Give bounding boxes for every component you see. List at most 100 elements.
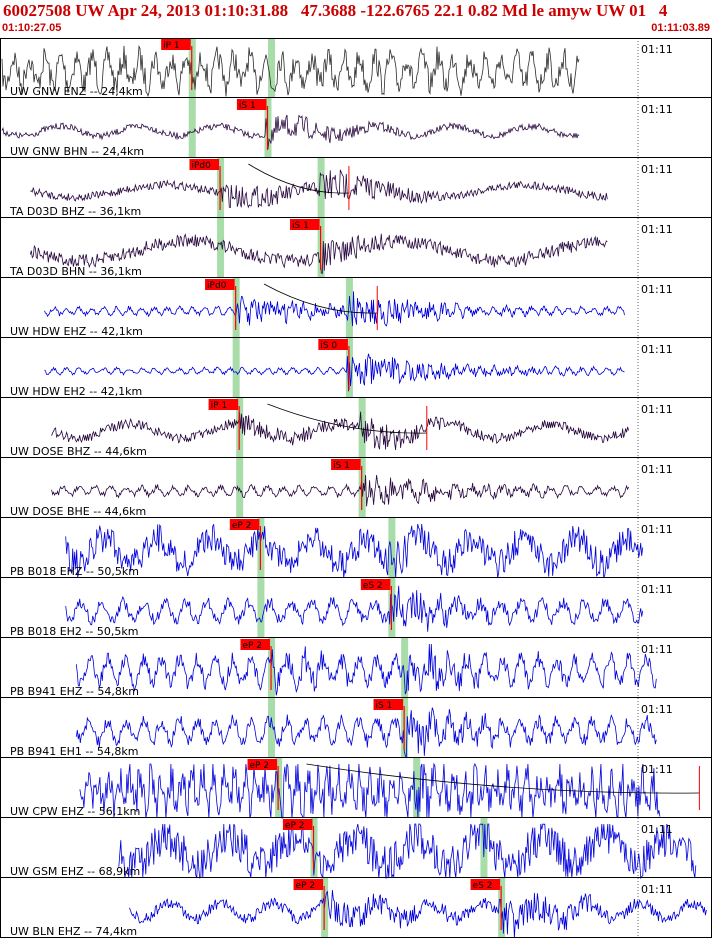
waveform-trace xyxy=(51,411,629,451)
trace-row[interactable]: iS 1 UW DOSE BHE -- 44,6km 01:11 xyxy=(0,458,712,518)
waveform-trace xyxy=(1,114,580,150)
waveform-trace xyxy=(118,823,697,880)
tick-label: 01:11 xyxy=(641,823,673,836)
pick-label: iS 1 xyxy=(333,461,350,471)
pick-label: eS 2 xyxy=(473,881,493,891)
coda-curve xyxy=(267,403,427,434)
trace-row[interactable]: iPd0 UW HDW EHZ -- 42,1km 01:11 xyxy=(0,278,712,338)
station-label: UW DOSE BHE -- 44,6km xyxy=(10,505,146,518)
trace-row[interactable]: eP 2 UW GSM EHZ -- 68,9km 01:11 xyxy=(0,818,712,880)
window-start-time: 01:10:27.05 xyxy=(2,22,62,34)
station-label: PB B018 EHZ -- 50,5km xyxy=(10,565,139,578)
pick-label: iS 1 xyxy=(376,701,393,711)
station-label: UW BLN EHZ -- 74,4km xyxy=(10,925,137,938)
pick-label-box xyxy=(331,459,361,470)
waveform-trace xyxy=(29,233,608,274)
trace-row[interactable]: eP 2 eS 2 UW BLN EHZ -- 74,4km 01:11 xyxy=(0,878,712,938)
waveform-trace xyxy=(79,762,661,819)
trace-row[interactable]: eP 2 PB B941 EHZ -- 54,8km 01:11 xyxy=(0,638,712,698)
pick-label: eS 2 xyxy=(363,581,383,591)
waveform-trace xyxy=(51,474,629,507)
coda-curve xyxy=(248,163,349,194)
waveform-trace xyxy=(44,291,625,327)
tick-label: 01:11 xyxy=(641,463,673,476)
pick-window xyxy=(413,758,421,818)
station-label: UW GNW ENZ -- 24,4km xyxy=(10,85,143,98)
station-label: PB B941 EH1 -- 54,8km xyxy=(10,745,138,758)
station-label: UW GSM EHZ -- 68,9km xyxy=(10,865,140,878)
coda-curve xyxy=(306,763,700,794)
waveform-trace xyxy=(65,585,644,632)
pick-window xyxy=(217,218,225,278)
pick-label-box xyxy=(247,759,278,770)
station-label: TA D03D BHN -- 36,1km xyxy=(9,265,142,278)
pick-window xyxy=(358,398,366,458)
pick-label: iS 1 xyxy=(292,221,309,231)
tick-label: 01:11 xyxy=(641,763,673,776)
pick-label: iP 1 xyxy=(211,401,228,411)
pick-window xyxy=(345,278,353,338)
station-label: UW CPW EHZ -- 56,1km xyxy=(10,805,140,818)
tick-label: 01:11 xyxy=(641,583,673,596)
pick-label-box xyxy=(470,879,501,890)
tick-label: 01:11 xyxy=(641,163,673,176)
trace-row[interactable]: iP 1 UW GNW ENZ -- 24,4km 01:11 xyxy=(0,38,712,98)
pick-window xyxy=(257,578,265,638)
tick-label: 01:11 xyxy=(641,403,673,416)
pick-label: iS 0 xyxy=(320,341,337,351)
waveform-trace xyxy=(44,353,625,392)
trace-row[interactable]: eP 2 UW CPW EHZ -- 56,1km 01:11 xyxy=(0,758,712,819)
coda-curve xyxy=(263,283,378,314)
tick-label: 01:11 xyxy=(641,643,673,656)
trace-row[interactable]: iS 1 UW GNW BHN -- 24,4km 01:11 xyxy=(0,98,712,158)
waveform-trace xyxy=(1,44,580,98)
tick-label: 01:11 xyxy=(641,883,673,896)
pick-label-box xyxy=(282,819,313,830)
tick-label: 01:11 xyxy=(641,283,673,296)
pick-label-box xyxy=(373,699,404,710)
tick-label: 01:11 xyxy=(641,523,673,536)
seismogram-panel[interactable]: iP 1 UW GNW ENZ -- 24,4km 01:11 iS 1 UW GNW … xyxy=(0,38,712,938)
tick-label: 01:11 xyxy=(641,343,673,356)
pick-window xyxy=(268,698,276,758)
tick-label: 01:11 xyxy=(641,43,673,56)
pick-label: eP 2 xyxy=(242,641,262,651)
pick-label: iP 1 xyxy=(163,41,180,51)
trace-row[interactable]: iS 1 PB B941 EH1 -- 54,8km 01:11 xyxy=(0,698,712,759)
waveform-trace xyxy=(30,169,608,209)
pick-label-box xyxy=(161,39,191,50)
pick-label-box xyxy=(318,339,348,350)
pick-window xyxy=(401,638,409,698)
pick-window xyxy=(268,38,276,98)
waveform-trace xyxy=(65,523,644,579)
waveform-trace xyxy=(75,643,657,696)
pick-label-box xyxy=(290,219,320,230)
trace-row[interactable]: eS 2 PB B018 EH2 -- 50,5km 01:11 xyxy=(0,578,712,638)
pick-label-box xyxy=(189,159,220,170)
trace-row[interactable]: iS 0 UW HDW EH2 -- 42,1km 01:11 xyxy=(0,338,712,398)
trace-row[interactable]: eP 2 PB B018 EHZ -- 50,5km 01:11 xyxy=(0,518,712,579)
window-end-time: 01:11:03.89 xyxy=(651,22,710,34)
trace-row[interactable]: iP 1 UW DOSE BHZ -- 44,6km 01:11 xyxy=(0,398,712,458)
pick-label: eP 2 xyxy=(232,521,252,531)
waveform-trace xyxy=(129,889,707,938)
event-header: 60027508 UW Apr 24, 2013 01:10:31.88 47.… xyxy=(0,0,712,38)
station-label: PB B018 EH2 -- 50,5km xyxy=(10,625,138,638)
event-title: 60027508 UW Apr 24, 2013 01:10:31.88 47.… xyxy=(3,1,668,20)
pick-label: eP 2 xyxy=(296,881,316,891)
pick-label-box xyxy=(293,879,324,890)
tick-label: 01:11 xyxy=(641,223,673,236)
waveform-trace xyxy=(75,707,657,759)
tick-label: 01:11 xyxy=(641,703,673,716)
pick-label-box xyxy=(205,279,235,290)
station-label: UW HDW EHZ -- 42,1km xyxy=(10,325,143,338)
pick-label-box xyxy=(208,399,239,410)
pick-label: iPd0 xyxy=(207,281,227,291)
pick-label-box xyxy=(360,579,391,590)
pick-label-box xyxy=(236,99,267,110)
trace-row[interactable]: iPd0 TA D03D BHZ -- 36,1km 01:11 xyxy=(0,158,712,218)
station-label: UW GNW BHN -- 24,4km xyxy=(10,145,144,158)
station-label: UW DOSE BHZ -- 44,6km xyxy=(10,445,147,458)
pick-window xyxy=(317,158,325,218)
trace-row[interactable]: iS 1 TA D03D BHN -- 36,1km 01:11 xyxy=(0,218,712,278)
